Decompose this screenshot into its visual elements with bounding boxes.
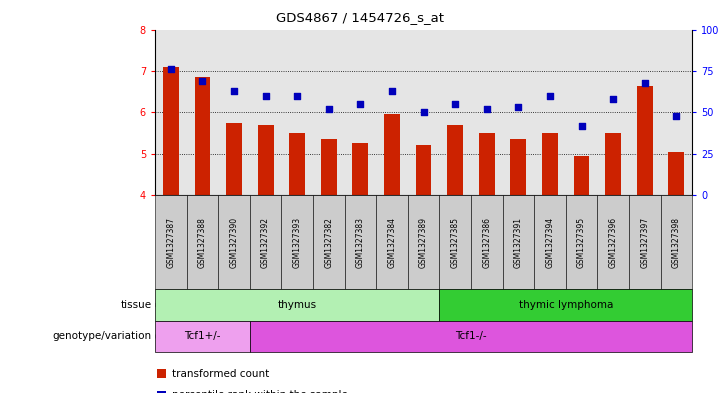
Point (449, 101, 461, 107)
Point (229, 88, 240, 94)
Text: GSM1327398: GSM1327398 (672, 217, 681, 268)
Text: GSM1327395: GSM1327395 (577, 217, 586, 268)
Bar (510, 139, 526, 195)
Bar (218, 30, 249, 195)
Point (260, 93, 271, 99)
Point (639, 79, 650, 86)
Text: GSM1327388: GSM1327388 (198, 217, 207, 268)
Bar (195, 77, 211, 195)
Text: GSM1327397: GSM1327397 (640, 217, 650, 268)
Text: GSM1327386: GSM1327386 (482, 217, 491, 268)
Point (607, 96, 619, 102)
Point (513, 104, 524, 110)
Text: percentile rank within the sample: percentile rank within the sample (172, 390, 348, 393)
Bar (605, 133, 621, 195)
Text: thymus: thymus (278, 300, 317, 310)
Text: GSM1327394: GSM1327394 (546, 217, 554, 268)
Bar (566, 30, 598, 195)
Bar (249, 30, 281, 195)
Bar (408, 30, 439, 195)
Bar (574, 156, 590, 195)
Text: GSM1327391: GSM1327391 (514, 217, 523, 268)
Text: GSM1327382: GSM1327382 (324, 217, 333, 268)
Point (576, 123, 588, 129)
Bar (187, 30, 218, 195)
Text: GSM1327383: GSM1327383 (356, 217, 365, 268)
Bar (637, 86, 653, 195)
Bar (384, 114, 400, 195)
Text: GSM1327387: GSM1327387 (167, 217, 175, 268)
Bar (660, 30, 692, 195)
Point (418, 109, 430, 116)
Point (323, 106, 335, 112)
Bar (376, 30, 408, 195)
Bar (155, 30, 187, 195)
Text: Tcf1-/-: Tcf1-/- (455, 331, 487, 342)
Bar (281, 30, 313, 195)
Bar (353, 143, 368, 195)
Bar (439, 30, 471, 195)
Bar (598, 30, 629, 195)
Bar (345, 30, 376, 195)
Point (197, 78, 208, 84)
Text: GSM1327390: GSM1327390 (229, 217, 239, 268)
Bar (321, 139, 337, 195)
Text: GSM1327385: GSM1327385 (451, 217, 460, 268)
Text: GSM1327396: GSM1327396 (609, 217, 618, 268)
Text: thymic lymphoma: thymic lymphoma (518, 300, 613, 310)
Text: GSM1327389: GSM1327389 (419, 217, 428, 268)
Bar (289, 133, 305, 195)
Text: GDS4867 / 1454726_s_at: GDS4867 / 1454726_s_at (276, 11, 445, 24)
Bar (416, 145, 431, 195)
Bar (629, 30, 660, 195)
Bar (479, 133, 495, 195)
Point (165, 66, 177, 73)
Text: transformed count: transformed count (172, 369, 269, 379)
Bar (668, 152, 684, 195)
Bar (471, 30, 503, 195)
Bar (163, 67, 179, 195)
Text: GSM1327384: GSM1327384 (387, 217, 397, 268)
Text: GSM1327393: GSM1327393 (293, 217, 301, 268)
Text: GSM1327392: GSM1327392 (261, 217, 270, 268)
Bar (447, 125, 463, 195)
Point (291, 93, 303, 99)
Point (671, 112, 682, 119)
Bar (257, 125, 273, 195)
Text: Tcf1+/-: Tcf1+/- (184, 331, 221, 342)
Bar (503, 30, 534, 195)
Bar (534, 30, 566, 195)
Text: tissue: tissue (120, 300, 151, 310)
Bar (313, 30, 345, 195)
Point (481, 106, 492, 112)
Point (355, 101, 366, 107)
Bar (542, 133, 558, 195)
Text: genotype/variation: genotype/variation (53, 331, 151, 342)
Point (544, 93, 556, 99)
Point (386, 88, 398, 94)
Bar (226, 123, 242, 195)
